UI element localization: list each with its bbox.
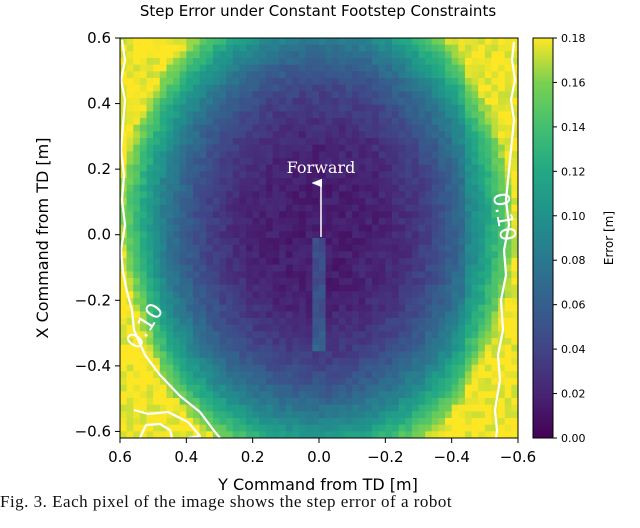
heatmap-field (120, 38, 518, 438)
colorbar-tick-label: 0.08 (561, 254, 586, 267)
contour-bottom-left-island (133, 408, 202, 438)
x-tick-label: 0.4 (174, 448, 198, 466)
colorbar (532, 37, 554, 439)
colorbar-tick-label: 0.18 (561, 32, 586, 45)
y-tick-label: −0.4 (75, 357, 111, 375)
x-tick-label: 0.0 (307, 448, 331, 466)
y-tick-label: −0.6 (75, 422, 111, 440)
x-tick-label: −0.4 (433, 448, 469, 466)
y-tick-label: 0.0 (87, 226, 111, 244)
forward-label: Forward (287, 158, 356, 177)
x-axis-ticks: 0.6 0.4 0.2 0.0 −0.2 −0.4 −0.6 (108, 438, 536, 466)
y-axis-label: X Command from TD [m] (33, 138, 52, 339)
colorbar-tick-label: 0.02 (561, 388, 586, 401)
y-tick-label: 0.6 (87, 29, 111, 47)
colorbar-ticks: 0.00 0.02 0.04 0.06 0.08 0.10 0.12 0.14 0.16 0.18 (553, 32, 586, 445)
colorbar-tick-label: 0.14 (561, 121, 586, 134)
y-tick-label: −0.2 (75, 291, 111, 309)
figure-caption: Fig. 3. Each pixel of the image shows th… (0, 492, 453, 511)
x-tick-label: 0.6 (108, 448, 132, 466)
y-tick-label: 0.4 (87, 95, 111, 113)
contour-right-boundary (493, 41, 517, 438)
colorbar-tick-label: 0.06 (561, 299, 586, 312)
contour-lines (120, 39, 517, 438)
x-tick-label: 0.2 (241, 448, 265, 466)
x-tick-label: −0.2 (367, 448, 403, 466)
y-axis-ticks: 0.6 0.4 0.2 0.0 −0.2 −0.4 −0.6 (75, 29, 120, 440)
contour-left-boundary (120, 39, 221, 438)
forward-annotation: Forward (287, 158, 356, 237)
x-tick-label: −0.6 (500, 448, 536, 466)
colorbar-tick-label: 0.04 (561, 343, 586, 356)
colorbar-tick-label: 0.12 (561, 165, 586, 178)
chart-title: Step Error under Constant Footstep Const… (140, 2, 496, 20)
x-axis-label: Y Command from TD [m] (217, 475, 418, 494)
y-tick-label: 0.2 (87, 160, 111, 178)
colorbar-label: Error [m] (602, 211, 616, 265)
colorbar-tick-label: 0.00 (561, 432, 586, 445)
colorbar-tick-label: 0.16 (561, 76, 586, 89)
colorbar-tick-label: 0.10 (561, 210, 586, 223)
